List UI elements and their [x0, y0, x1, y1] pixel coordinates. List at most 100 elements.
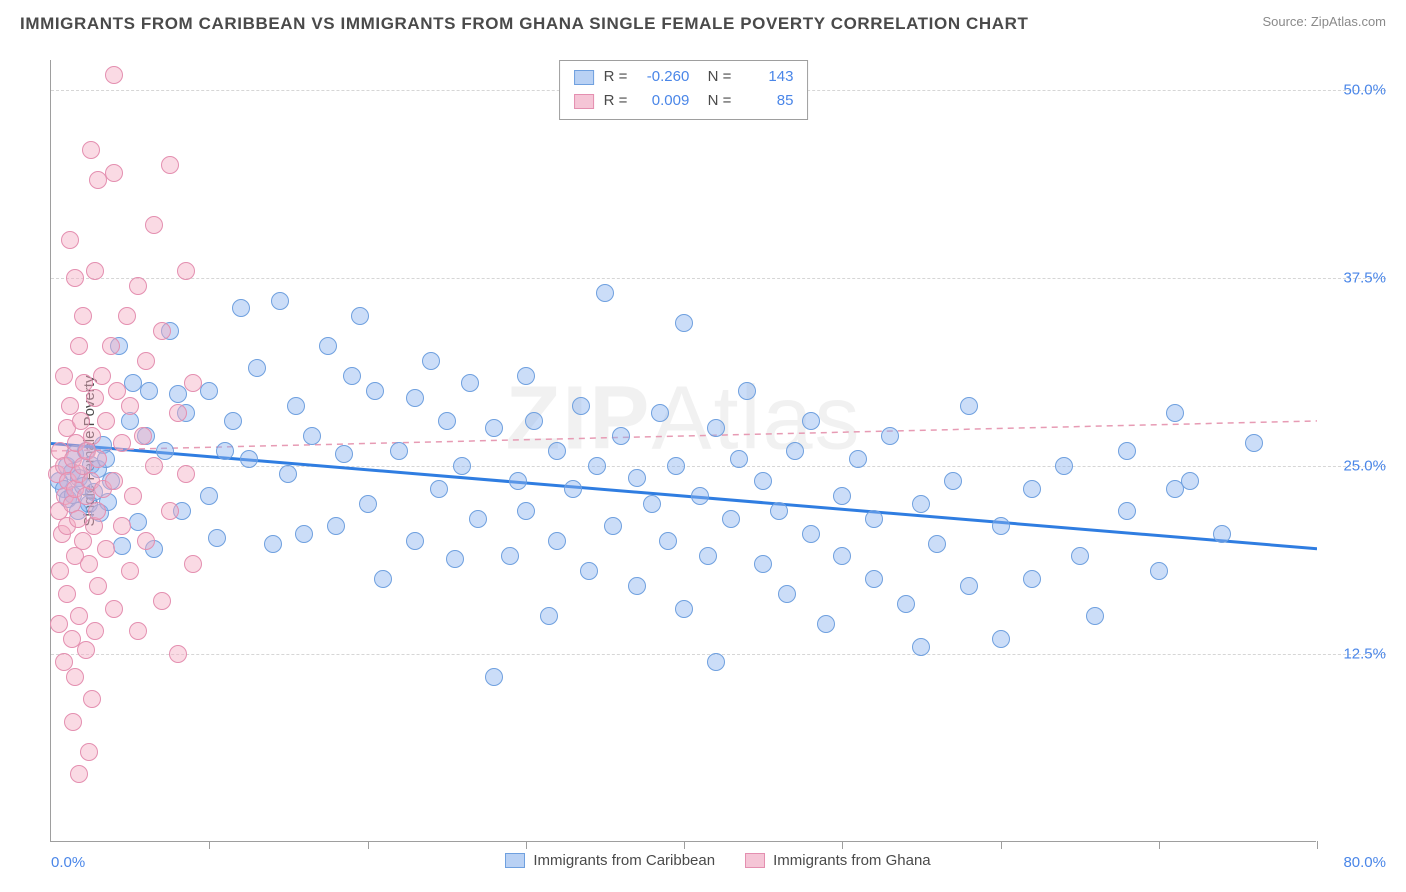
- data-point-ghana: [74, 532, 92, 550]
- data-point-caribbean: [390, 442, 408, 460]
- data-point-ghana: [77, 641, 95, 659]
- data-point-caribbean: [271, 292, 289, 310]
- data-point-caribbean: [564, 480, 582, 498]
- data-point-ghana: [129, 622, 147, 640]
- n-value-ghana: 85: [741, 89, 793, 113]
- data-point-ghana: [55, 367, 73, 385]
- data-point-caribbean: [628, 469, 646, 487]
- data-point-caribbean: [707, 653, 725, 671]
- data-point-caribbean: [129, 513, 147, 531]
- data-point-caribbean: [1118, 442, 1136, 460]
- y-tick-label: 50.0%: [1324, 82, 1386, 99]
- r-label: R =: [604, 89, 628, 113]
- data-point-caribbean: [651, 404, 669, 422]
- data-point-caribbean: [509, 472, 527, 490]
- data-point-caribbean: [1213, 525, 1231, 543]
- data-point-caribbean: [817, 615, 835, 633]
- data-point-ghana: [80, 743, 98, 761]
- data-point-caribbean: [446, 550, 464, 568]
- data-point-caribbean: [525, 412, 543, 430]
- data-point-caribbean: [628, 577, 646, 595]
- data-point-ghana: [70, 337, 88, 355]
- data-point-ghana: [51, 562, 69, 580]
- data-point-caribbean: [216, 442, 234, 460]
- x-tick: [1317, 841, 1318, 849]
- x-axis-max-label: 80.0%: [1343, 854, 1386, 870]
- data-point-ghana: [97, 412, 115, 430]
- data-point-caribbean: [960, 397, 978, 415]
- data-point-ghana: [121, 562, 139, 580]
- data-point-ghana: [93, 367, 111, 385]
- data-point-caribbean: [612, 427, 630, 445]
- data-point-caribbean: [548, 532, 566, 550]
- chart-area: Single Female Poverty ZIPAtlas 12.5%25.0…: [50, 60, 1386, 842]
- data-point-ghana: [113, 517, 131, 535]
- data-point-caribbean: [897, 595, 915, 613]
- data-point-caribbean: [865, 570, 883, 588]
- data-point-caribbean: [327, 517, 345, 535]
- data-point-caribbean: [295, 525, 313, 543]
- data-point-caribbean: [802, 412, 820, 430]
- data-point-caribbean: [1055, 457, 1073, 475]
- data-point-caribbean: [992, 517, 1010, 535]
- data-point-caribbean: [485, 668, 503, 686]
- data-point-caribbean: [343, 367, 361, 385]
- data-point-caribbean: [517, 502, 535, 520]
- data-point-ghana: [169, 645, 187, 663]
- data-point-caribbean: [366, 382, 384, 400]
- legend-row-ghana: R = 0.009 N = 85: [574, 89, 794, 113]
- legend-swatch-caribbean: [574, 70, 594, 85]
- data-point-ghana: [83, 690, 101, 708]
- data-point-caribbean: [335, 445, 353, 463]
- data-point-ghana: [184, 374, 202, 392]
- data-point-caribbean: [200, 487, 218, 505]
- data-point-caribbean: [303, 427, 321, 445]
- data-point-caribbean: [540, 607, 558, 625]
- data-point-caribbean: [461, 374, 479, 392]
- data-point-caribbean: [865, 510, 883, 528]
- r-label: R =: [604, 65, 628, 89]
- n-label: N =: [699, 89, 731, 113]
- data-point-ghana: [61, 231, 79, 249]
- legend-swatch-ghana: [745, 853, 765, 868]
- data-point-caribbean: [485, 419, 503, 437]
- data-point-caribbean: [224, 412, 242, 430]
- data-point-caribbean: [406, 389, 424, 407]
- data-point-ghana: [66, 668, 84, 686]
- data-point-caribbean: [1023, 480, 1041, 498]
- data-point-ghana: [85, 517, 103, 535]
- data-point-caribbean: [406, 532, 424, 550]
- data-point-caribbean: [140, 382, 158, 400]
- data-point-caribbean: [1181, 472, 1199, 490]
- legend-swatch-caribbean: [505, 853, 525, 868]
- data-point-caribbean: [596, 284, 614, 302]
- x-tick: [526, 841, 527, 849]
- legend-correlation-box: R = -0.260 N = 143R = 0.009 N = 85: [559, 60, 809, 120]
- legend-label-ghana: Immigrants from Ghana: [773, 852, 931, 869]
- plot-frame: ZIPAtlas 12.5%25.0%37.5%50.0%0.0%R = -0.…: [50, 60, 1316, 842]
- chart-title: IMMIGRANTS FROM CARIBBEAN VS IMMIGRANTS …: [20, 14, 1029, 34]
- data-point-ghana: [134, 427, 152, 445]
- r-value-caribbean: -0.260: [637, 65, 689, 89]
- data-point-ghana: [153, 322, 171, 340]
- data-point-caribbean: [643, 495, 661, 513]
- data-point-caribbean: [802, 525, 820, 543]
- data-point-caribbean: [287, 397, 305, 415]
- data-point-caribbean: [738, 382, 756, 400]
- data-point-ghana: [161, 502, 179, 520]
- data-point-ghana: [58, 585, 76, 603]
- data-point-caribbean: [699, 547, 717, 565]
- data-point-ghana: [86, 262, 104, 280]
- legend-item-ghana: Immigrants from Ghana: [745, 852, 931, 869]
- data-point-ghana: [169, 404, 187, 422]
- data-point-caribbean: [691, 487, 709, 505]
- n-value-caribbean: 143: [741, 65, 793, 89]
- data-point-caribbean: [580, 562, 598, 580]
- data-point-ghana: [70, 607, 88, 625]
- data-point-caribbean: [675, 600, 693, 618]
- data-point-caribbean: [722, 510, 740, 528]
- data-point-caribbean: [604, 517, 622, 535]
- data-point-caribbean: [960, 577, 978, 595]
- data-point-caribbean: [912, 638, 930, 656]
- legend-row-caribbean: R = -0.260 N = 143: [574, 65, 794, 89]
